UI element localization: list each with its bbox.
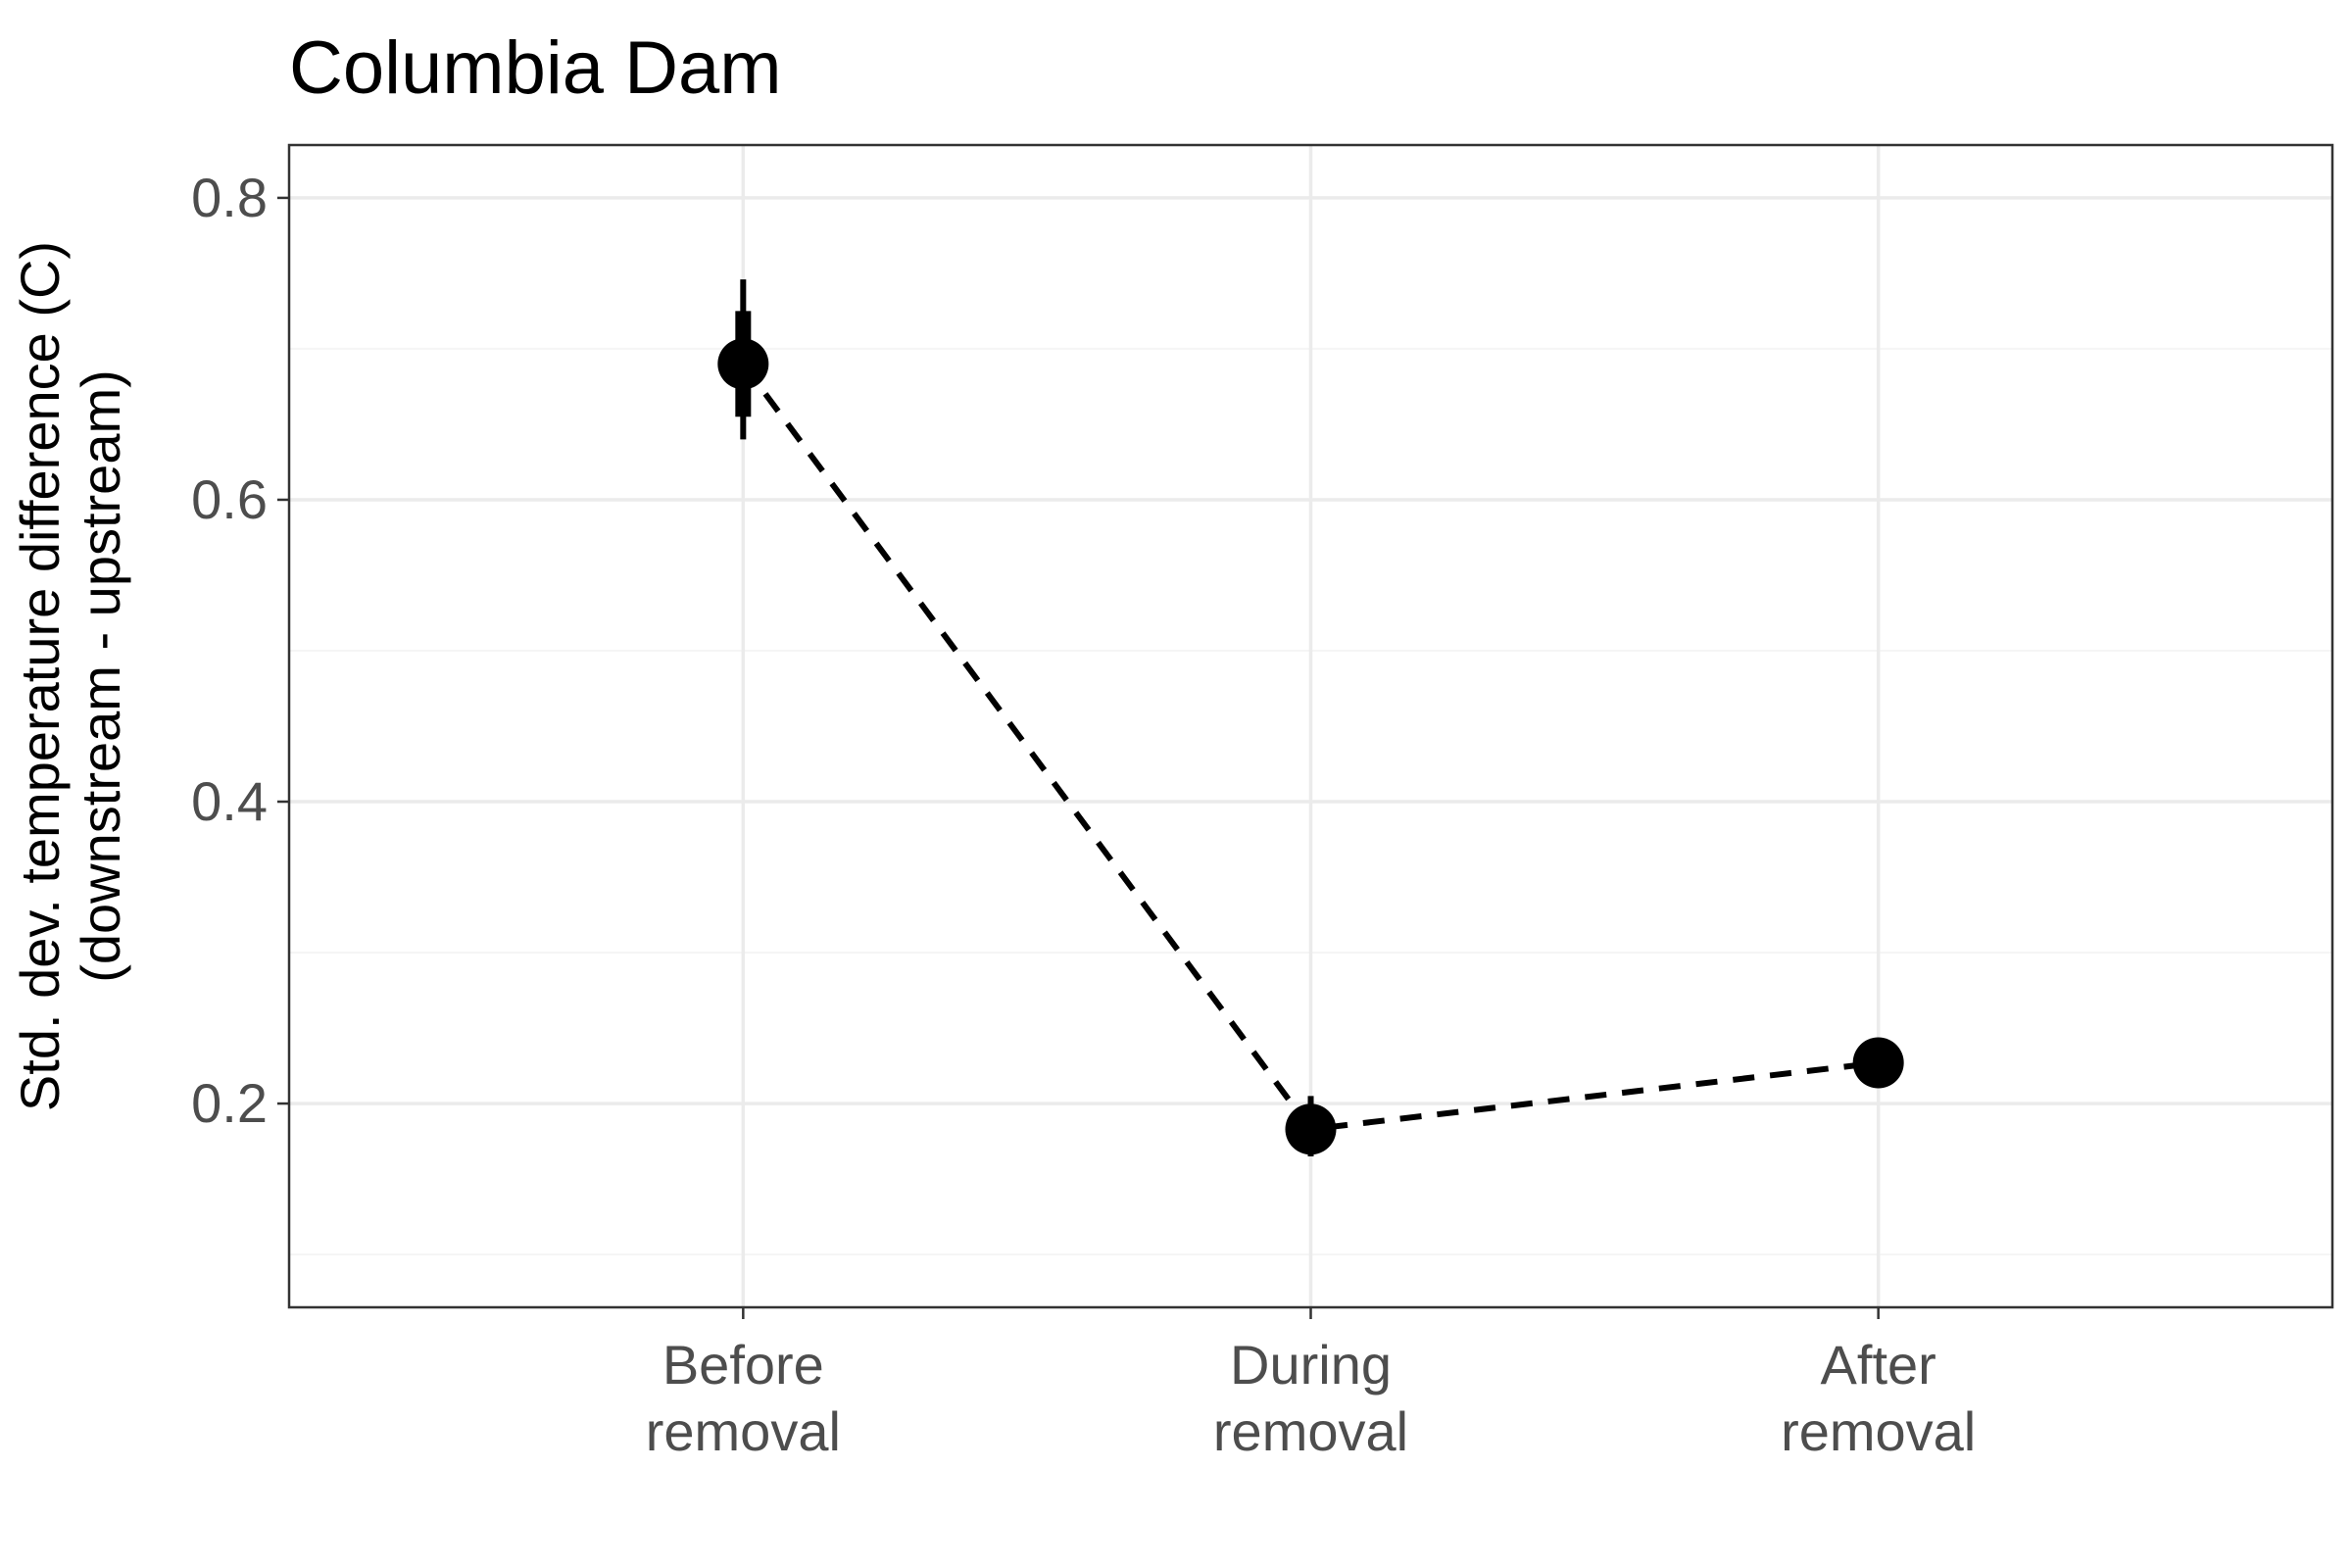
chart-title: Columbia Dam [289, 26, 782, 110]
y-tick-label: 0.4 [191, 770, 268, 832]
panel-border [287, 143, 2334, 1309]
x-tick-label: removal [646, 1400, 841, 1462]
x-tick-label: Before [662, 1334, 824, 1396]
x-tick-label: removal [1213, 1400, 1408, 1462]
axes: 0.20.40.60.8BeforeremovalDuringremovalAf… [191, 167, 1976, 1462]
x-tick-label: During [1230, 1334, 1392, 1396]
series-line [740, 362, 1880, 1133]
x-tick-label: removal [1781, 1400, 1976, 1462]
y-tick-label: 0.8 [191, 167, 268, 228]
data-point [1852, 1037, 1904, 1089]
y-tick-label: 0.6 [191, 468, 268, 530]
data-point [1285, 1103, 1337, 1155]
y-axis-title-line-2: (downstream - upstream) [70, 369, 131, 983]
y-axis-title: Std. dev. temperature difference (C) (do… [9, 241, 131, 1111]
y-tick-label: 0.2 [191, 1072, 268, 1134]
data-point [717, 338, 769, 390]
y-axis-title-line-1: Std. dev. temperature difference (C) [9, 241, 71, 1111]
x-tick-label: After [1821, 1334, 1936, 1396]
data-series [717, 279, 1904, 1156]
